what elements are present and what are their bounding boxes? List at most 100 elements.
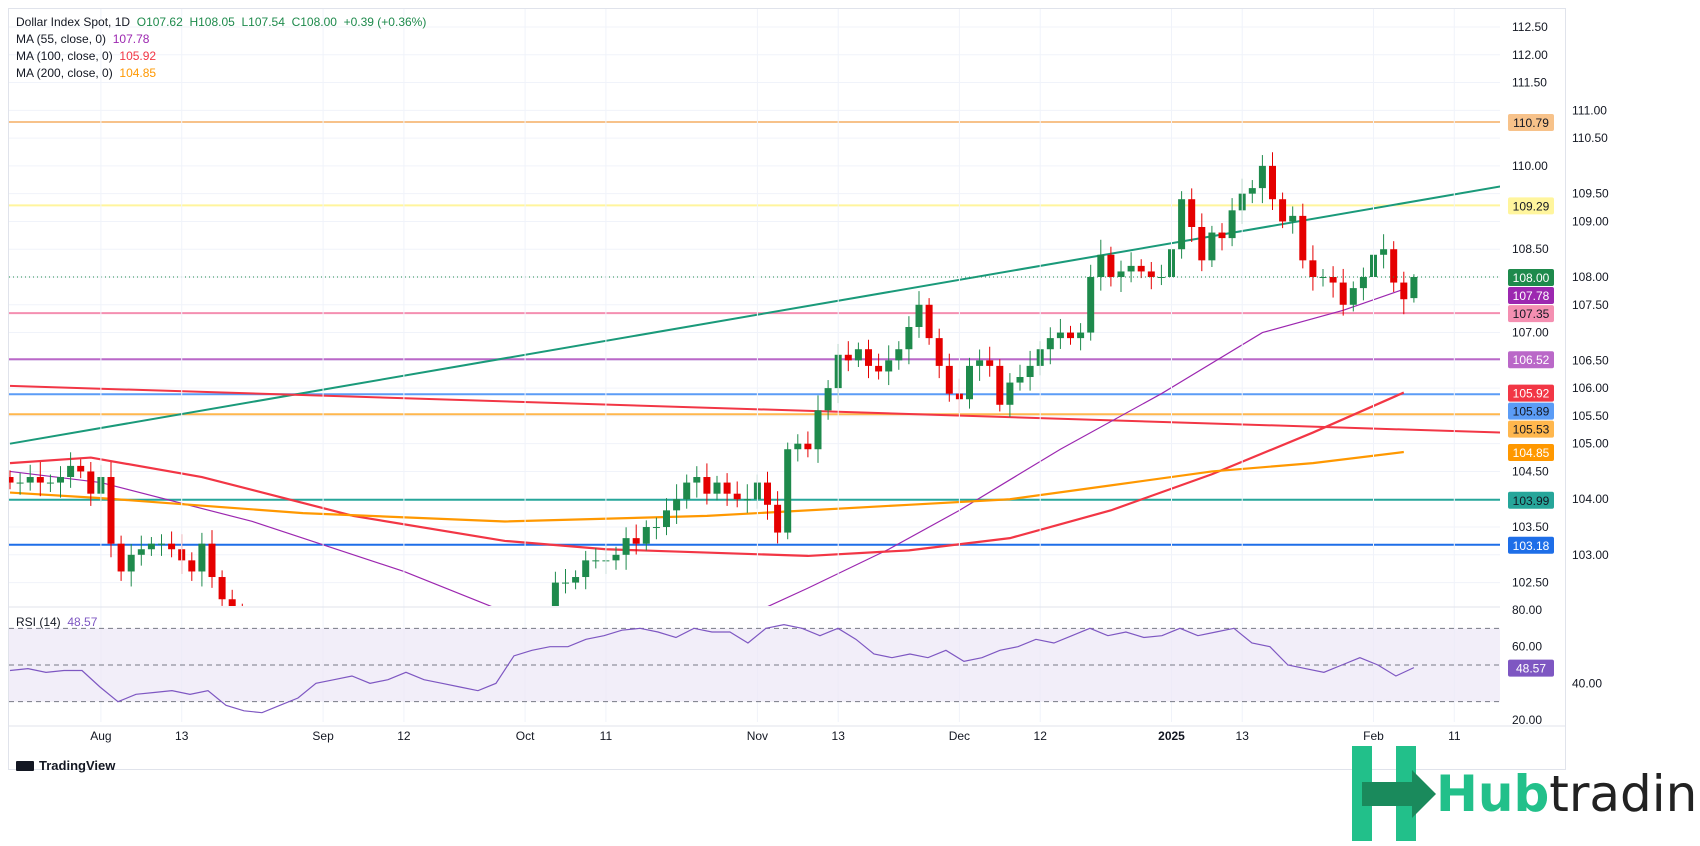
price-tick: 108.00 (1572, 270, 1609, 284)
date-tick: 13 (175, 729, 189, 743)
ma-label: MA (55, close, 0) (16, 32, 107, 46)
ma100-line (9, 391, 1405, 558)
candle-body (865, 349, 872, 366)
candle-body (137, 549, 145, 555)
price-badge-label: 105.53 (1513, 423, 1550, 437)
candle-body (582, 560, 590, 578)
trading-wordmark: trading (1549, 765, 1700, 823)
candle-body (551, 582, 559, 606)
price-tick: 107.50 (1572, 298, 1609, 312)
candle-body (935, 338, 943, 366)
price-tick: 111.50 (1512, 76, 1547, 90)
candle-body (1339, 282, 1347, 305)
candle-body (905, 327, 913, 350)
price-tick: 103.50 (1512, 520, 1549, 534)
candle-body (764, 482, 771, 505)
ma-label: MA (200, close, 0) (16, 66, 113, 80)
price-badge-label: 105.92 (1513, 387, 1550, 401)
price-tick: 110.00 (1512, 159, 1548, 173)
price-badge (1508, 351, 1554, 369)
candle-body (1279, 199, 1287, 222)
candle-body (642, 527, 650, 544)
candle-body (774, 504, 782, 533)
candle-body (1248, 188, 1256, 194)
candle-body (1380, 249, 1388, 255)
price-tick: 104.00 (1572, 492, 1609, 506)
symbol-legend: Dollar Index Spot, 1D O107.62 H108.05 L1… (16, 15, 426, 29)
rsi-band (9, 628, 1500, 702)
price-badge (1508, 287, 1554, 304)
price-badge-label: 103.18 (1513, 539, 1550, 553)
rsi-tick: 80.00 (1512, 603, 1542, 617)
candle-body (1390, 249, 1398, 283)
tradingview-logo[interactable]: TradingView (16, 758, 115, 773)
candle-body (743, 499, 751, 501)
rsi-label: RSI (14) (16, 615, 61, 629)
candle-body (572, 577, 580, 583)
candle-body (996, 365, 1004, 405)
price-badge-label: 103.99 (1513, 494, 1550, 508)
candle-body (622, 538, 630, 555)
price-badge (1508, 444, 1554, 462)
candle-body (1026, 365, 1034, 378)
candle-body (147, 543, 155, 550)
candle-body (158, 543, 165, 545)
candle-body (198, 543, 206, 572)
price-badge-label: 110.79 (1513, 116, 1549, 130)
candle-body (652, 527, 660, 529)
candle-body (1359, 277, 1367, 289)
rsi-tick: 20.00 (1512, 713, 1542, 727)
candle-body (703, 477, 711, 494)
candle-body (1228, 210, 1236, 239)
candle-body (188, 560, 196, 572)
rsi-badge (1508, 659, 1554, 677)
candle-body (1117, 271, 1125, 277)
ma-value: 105.92 (119, 49, 157, 63)
candle-body (1137, 265, 1145, 272)
price-tick: 112.50 (1512, 20, 1548, 34)
candle-body (1067, 332, 1074, 339)
price-tick: 106.00 (1572, 381, 1609, 395)
rsi-badge-label: 48.57 (1516, 662, 1546, 676)
candle-body (713, 482, 721, 494)
rsi-value: 48.57 (67, 615, 98, 629)
candle-body (1147, 271, 1155, 277)
candle-body (208, 543, 216, 578)
date-tick: Sep (312, 729, 334, 743)
price-badge-label: 108.00 (1513, 271, 1550, 285)
tradingview-wordmark: TradingView (39, 758, 116, 773)
candle-body (663, 510, 670, 528)
price-tick: 107.00 (1512, 326, 1549, 340)
hubtrading-icon (1352, 746, 1436, 841)
date-tick: Nov (747, 729, 768, 743)
rising-trendline (9, 185, 1500, 445)
candle-body (592, 560, 600, 562)
candle-body (9, 477, 14, 483)
candle-body (854, 349, 862, 361)
candle-body (562, 582, 569, 584)
ma-label: MA (100, close, 0) (16, 49, 113, 63)
candle-body (1319, 277, 1327, 278)
price-tick: 104.50 (1512, 464, 1549, 478)
candle-body (966, 365, 973, 400)
candle-body (875, 365, 883, 372)
candle-body (1056, 332, 1064, 339)
candle-body (67, 465, 75, 478)
symbol-name: Dollar Index Spot, 1D (16, 15, 131, 29)
candle-body (46, 482, 54, 484)
ohlc-change: +0.39 (+0.36%) (343, 15, 427, 29)
falling-trendline (9, 384, 1500, 434)
candle-body (1077, 332, 1085, 339)
price-badge (1508, 420, 1554, 438)
candle-body (844, 354, 852, 361)
candle-body (895, 349, 903, 361)
candle-body (723, 482, 731, 494)
candle-body (1218, 232, 1226, 239)
candle-body (733, 493, 741, 500)
candle-body (26, 477, 34, 483)
ma55-legend: MA (55, close, 0) 107.78 (16, 32, 149, 46)
price-badge-label: 105.89 (1513, 405, 1550, 419)
date-tick: 13 (1236, 729, 1250, 743)
rsi-line (9, 624, 1415, 714)
